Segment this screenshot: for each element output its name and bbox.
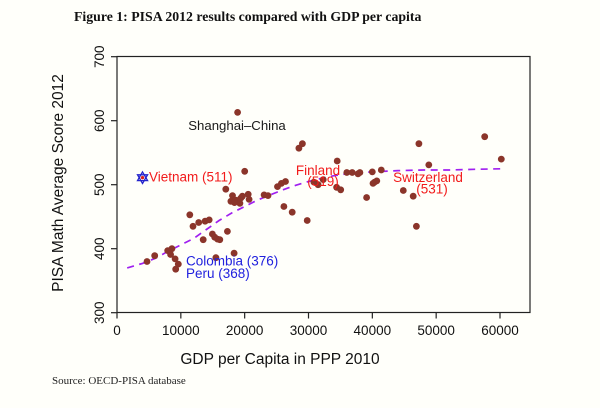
data-point: [363, 194, 370, 201]
annotation-vietnam: Vietnam (511): [149, 170, 233, 185]
data-point: [224, 228, 231, 235]
y-tick-label: 500: [92, 173, 107, 196]
vietnam-star-marker: [136, 170, 149, 182]
data-point: [409, 192, 417, 200]
data-point: [314, 181, 322, 189]
data-point: [399, 187, 407, 194]
x-tick-label: 20000: [226, 323, 264, 338]
x-axis-label: GDP per Capita in PPP 2010: [180, 351, 380, 368]
y-axis-label: PISA Math Average Score 2012: [50, 74, 67, 292]
x-tick-label: 0: [113, 323, 121, 338]
data-point: [231, 199, 238, 207]
data-point: [174, 260, 182, 268]
figure-title: Figure 1: PISA 2012 results compared wit…: [74, 9, 422, 24]
data-point: [264, 192, 272, 200]
data-point: [299, 140, 306, 148]
data-point: [167, 251, 175, 258]
data-point: [199, 236, 207, 244]
annotation-shanghai-china: Shanghai–China: [188, 118, 286, 133]
data-point: [143, 258, 151, 265]
y-tick-label: 300: [92, 301, 107, 324]
data-point: [172, 265, 180, 273]
data-point: [303, 217, 311, 224]
data-point: [413, 222, 420, 230]
data-point: [234, 109, 242, 116]
data-point: [195, 219, 203, 226]
annotation-peru: Peru (368): [186, 266, 250, 281]
data-point: [333, 157, 341, 165]
data-point: [171, 255, 179, 263]
y-tick-label: 700: [92, 45, 107, 68]
data-point: [186, 211, 194, 219]
data-point: [189, 222, 197, 230]
data-point: [368, 168, 376, 176]
annotation-switzerland-name: Switzerland: [393, 170, 463, 185]
data-point: [369, 180, 377, 187]
trend-line: [126, 167, 506, 269]
x-tick-label: 30000: [290, 323, 328, 338]
data-point: [245, 196, 253, 203]
annotation-finland-name: Finland: [296, 163, 340, 178]
x-tick-label: 50000: [417, 323, 455, 338]
y-tick-label: 600: [92, 109, 107, 132]
data-point: [151, 252, 159, 260]
data-point: [216, 236, 224, 244]
x-tick-label: 60000: [481, 323, 519, 338]
data-point: [497, 155, 505, 163]
source-note: Source: OECD-PISA database: [52, 375, 186, 387]
data-point: [288, 208, 296, 216]
data-point: [168, 245, 176, 253]
data-point: [236, 199, 244, 207]
data-point: [280, 203, 288, 210]
data-point: [377, 166, 385, 174]
x-tick-label: 40000: [354, 323, 392, 338]
annotation-finland-score: (519): [307, 174, 339, 189]
data-point: [241, 167, 249, 175]
data-point: [237, 194, 245, 202]
data-point: [319, 176, 327, 184]
data-point: [481, 133, 489, 141]
data-point: [356, 169, 364, 176]
vietnam-star-center: [140, 175, 145, 180]
data-point: [282, 178, 289, 185]
annotation-switzerland-score: (531): [416, 182, 448, 197]
data-point: [212, 254, 220, 262]
data-point: [230, 249, 238, 257]
data-point: [337, 186, 345, 194]
data-point: [343, 169, 351, 176]
vietnam-star-marker: [136, 174, 149, 185]
x-tick-label: 10000: [162, 323, 200, 338]
data-point: [244, 190, 252, 198]
data-point: [415, 140, 423, 148]
data-point: [205, 216, 213, 224]
y-tick-label: 400: [92, 237, 107, 260]
data-point: [425, 161, 433, 169]
annotation-colombia: Colombia (376): [186, 254, 278, 269]
data-point: [222, 185, 230, 193]
data-point: [348, 169, 356, 176]
